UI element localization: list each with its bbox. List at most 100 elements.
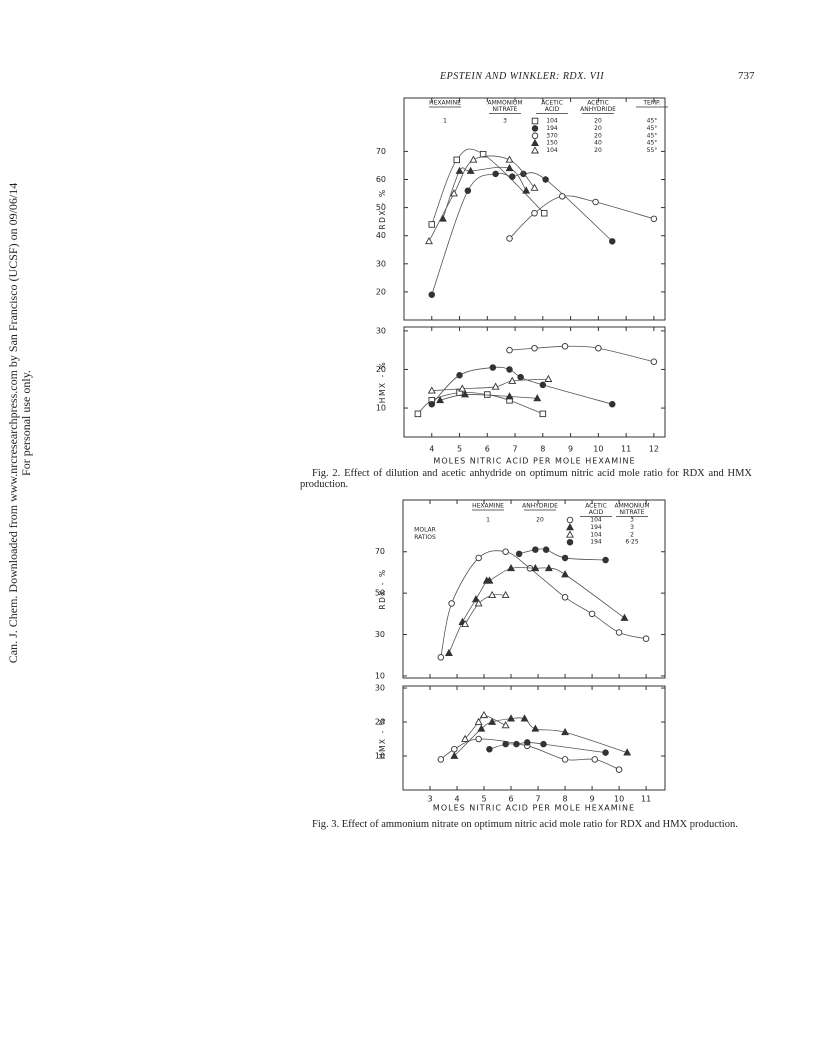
data-point <box>477 724 486 732</box>
y-tick-label: 40 <box>376 231 386 240</box>
fit-curve <box>431 172 613 295</box>
data-point <box>531 344 538 352</box>
legend-cell: 194 <box>546 125 558 132</box>
data-point <box>480 710 488 719</box>
legend-constant: 20 <box>536 517 544 524</box>
data-point <box>479 150 487 158</box>
legend-constant: 1 <box>486 517 490 524</box>
data-point <box>425 236 433 245</box>
data-point <box>506 366 513 373</box>
data-point <box>428 221 436 228</box>
legend-symbol <box>531 146 539 154</box>
legend-symbol <box>566 538 574 546</box>
data-point <box>602 749 609 756</box>
legend-cell: 2 <box>630 531 634 538</box>
legend-cell: 3 <box>630 517 634 524</box>
fit-curve <box>440 550 647 658</box>
legend-cell: 104 <box>590 517 602 524</box>
data-point <box>456 371 463 379</box>
y-tick-label: 10 <box>376 404 386 413</box>
data-point <box>623 748 632 756</box>
data-point <box>502 740 509 748</box>
legend-cell: 150 <box>546 140 558 147</box>
data-point <box>561 727 570 736</box>
data-point <box>539 381 547 389</box>
y-tick-label: 50 <box>376 203 386 212</box>
data-point <box>561 570 570 578</box>
y-axis-label: HMX - % <box>378 717 387 759</box>
data-point <box>451 745 458 753</box>
data-point <box>591 756 599 763</box>
legend-symbol <box>566 516 574 524</box>
data-point <box>642 635 650 642</box>
x-tick-label: 12 <box>649 445 659 454</box>
legend-cell: 194 <box>590 524 602 531</box>
legend-header: AMMONIUM <box>614 503 649 510</box>
data-point <box>559 193 566 200</box>
x-tick-label: 3 <box>427 795 432 804</box>
data-point <box>501 590 510 599</box>
y-tick-label: 10 <box>375 752 385 761</box>
data-point <box>461 619 470 628</box>
data-point <box>461 390 470 398</box>
data-point <box>505 392 514 400</box>
data-point <box>450 751 459 759</box>
x-tick-label: 8 <box>540 445 545 454</box>
legend-symbol <box>531 138 539 147</box>
legend-header: NITRATE <box>493 106 518 113</box>
legend-note: MOLAR <box>414 527 436 534</box>
data-point <box>620 613 629 621</box>
x-tick-label: 5 <box>457 445 462 454</box>
data-point <box>650 358 658 365</box>
legend-header: ACETIC <box>541 100 563 107</box>
legend-symbol <box>531 125 539 132</box>
fit-curve <box>440 394 538 401</box>
data-point <box>561 594 569 601</box>
caption: Fig. 3. Effect of ammonium nitrate on op… <box>312 819 738 830</box>
data-point <box>437 756 445 763</box>
x-tick-label: 11 <box>641 795 651 804</box>
legend-cell: 104 <box>546 147 558 154</box>
y-tick-label: 70 <box>375 547 385 556</box>
data-point <box>436 396 445 404</box>
data-point <box>455 166 464 174</box>
data-point <box>602 556 609 564</box>
data-point <box>561 343 569 350</box>
data-point <box>542 176 549 183</box>
data-point <box>505 163 514 172</box>
legend-symbol <box>531 132 539 140</box>
y-tick-label: 70 <box>376 147 386 156</box>
data-point <box>507 563 516 572</box>
page-number: 737 <box>738 70 755 82</box>
fit-curve <box>464 714 506 740</box>
data-point <box>608 400 616 408</box>
legend-cell: 20 <box>594 147 602 154</box>
x-axis-label: MOLES NITRIC ACID PER MOLE HEXAMINE <box>433 804 635 813</box>
data-point <box>507 714 516 722</box>
data-point <box>428 291 436 298</box>
legend-cell: 20 <box>594 132 602 139</box>
legend-header: NITRATE <box>620 509 645 516</box>
data-point <box>466 166 475 174</box>
legend-header: TEMP. <box>642 100 660 107</box>
data-point <box>615 766 623 773</box>
data-point <box>544 563 553 572</box>
legend-cell: 55° <box>647 147 658 154</box>
data-point <box>501 721 510 729</box>
running-title: EPSTEIN AND WINKLER: RDX. VII <box>440 71 605 82</box>
data-point <box>475 554 482 562</box>
data-point <box>533 394 542 402</box>
x-tick-label: 4 <box>454 795 459 804</box>
data-point <box>437 654 445 661</box>
legend-cell: 6·25 <box>625 539 639 546</box>
data-point <box>509 173 516 180</box>
fit-curve <box>509 195 655 239</box>
data-point <box>414 410 422 418</box>
data-point <box>506 235 513 242</box>
plot-frame <box>403 326 666 438</box>
data-point <box>544 374 553 382</box>
x-tick-label: 10 <box>614 795 624 804</box>
data-point <box>471 595 480 603</box>
x-tick-label: 5 <box>481 795 486 804</box>
